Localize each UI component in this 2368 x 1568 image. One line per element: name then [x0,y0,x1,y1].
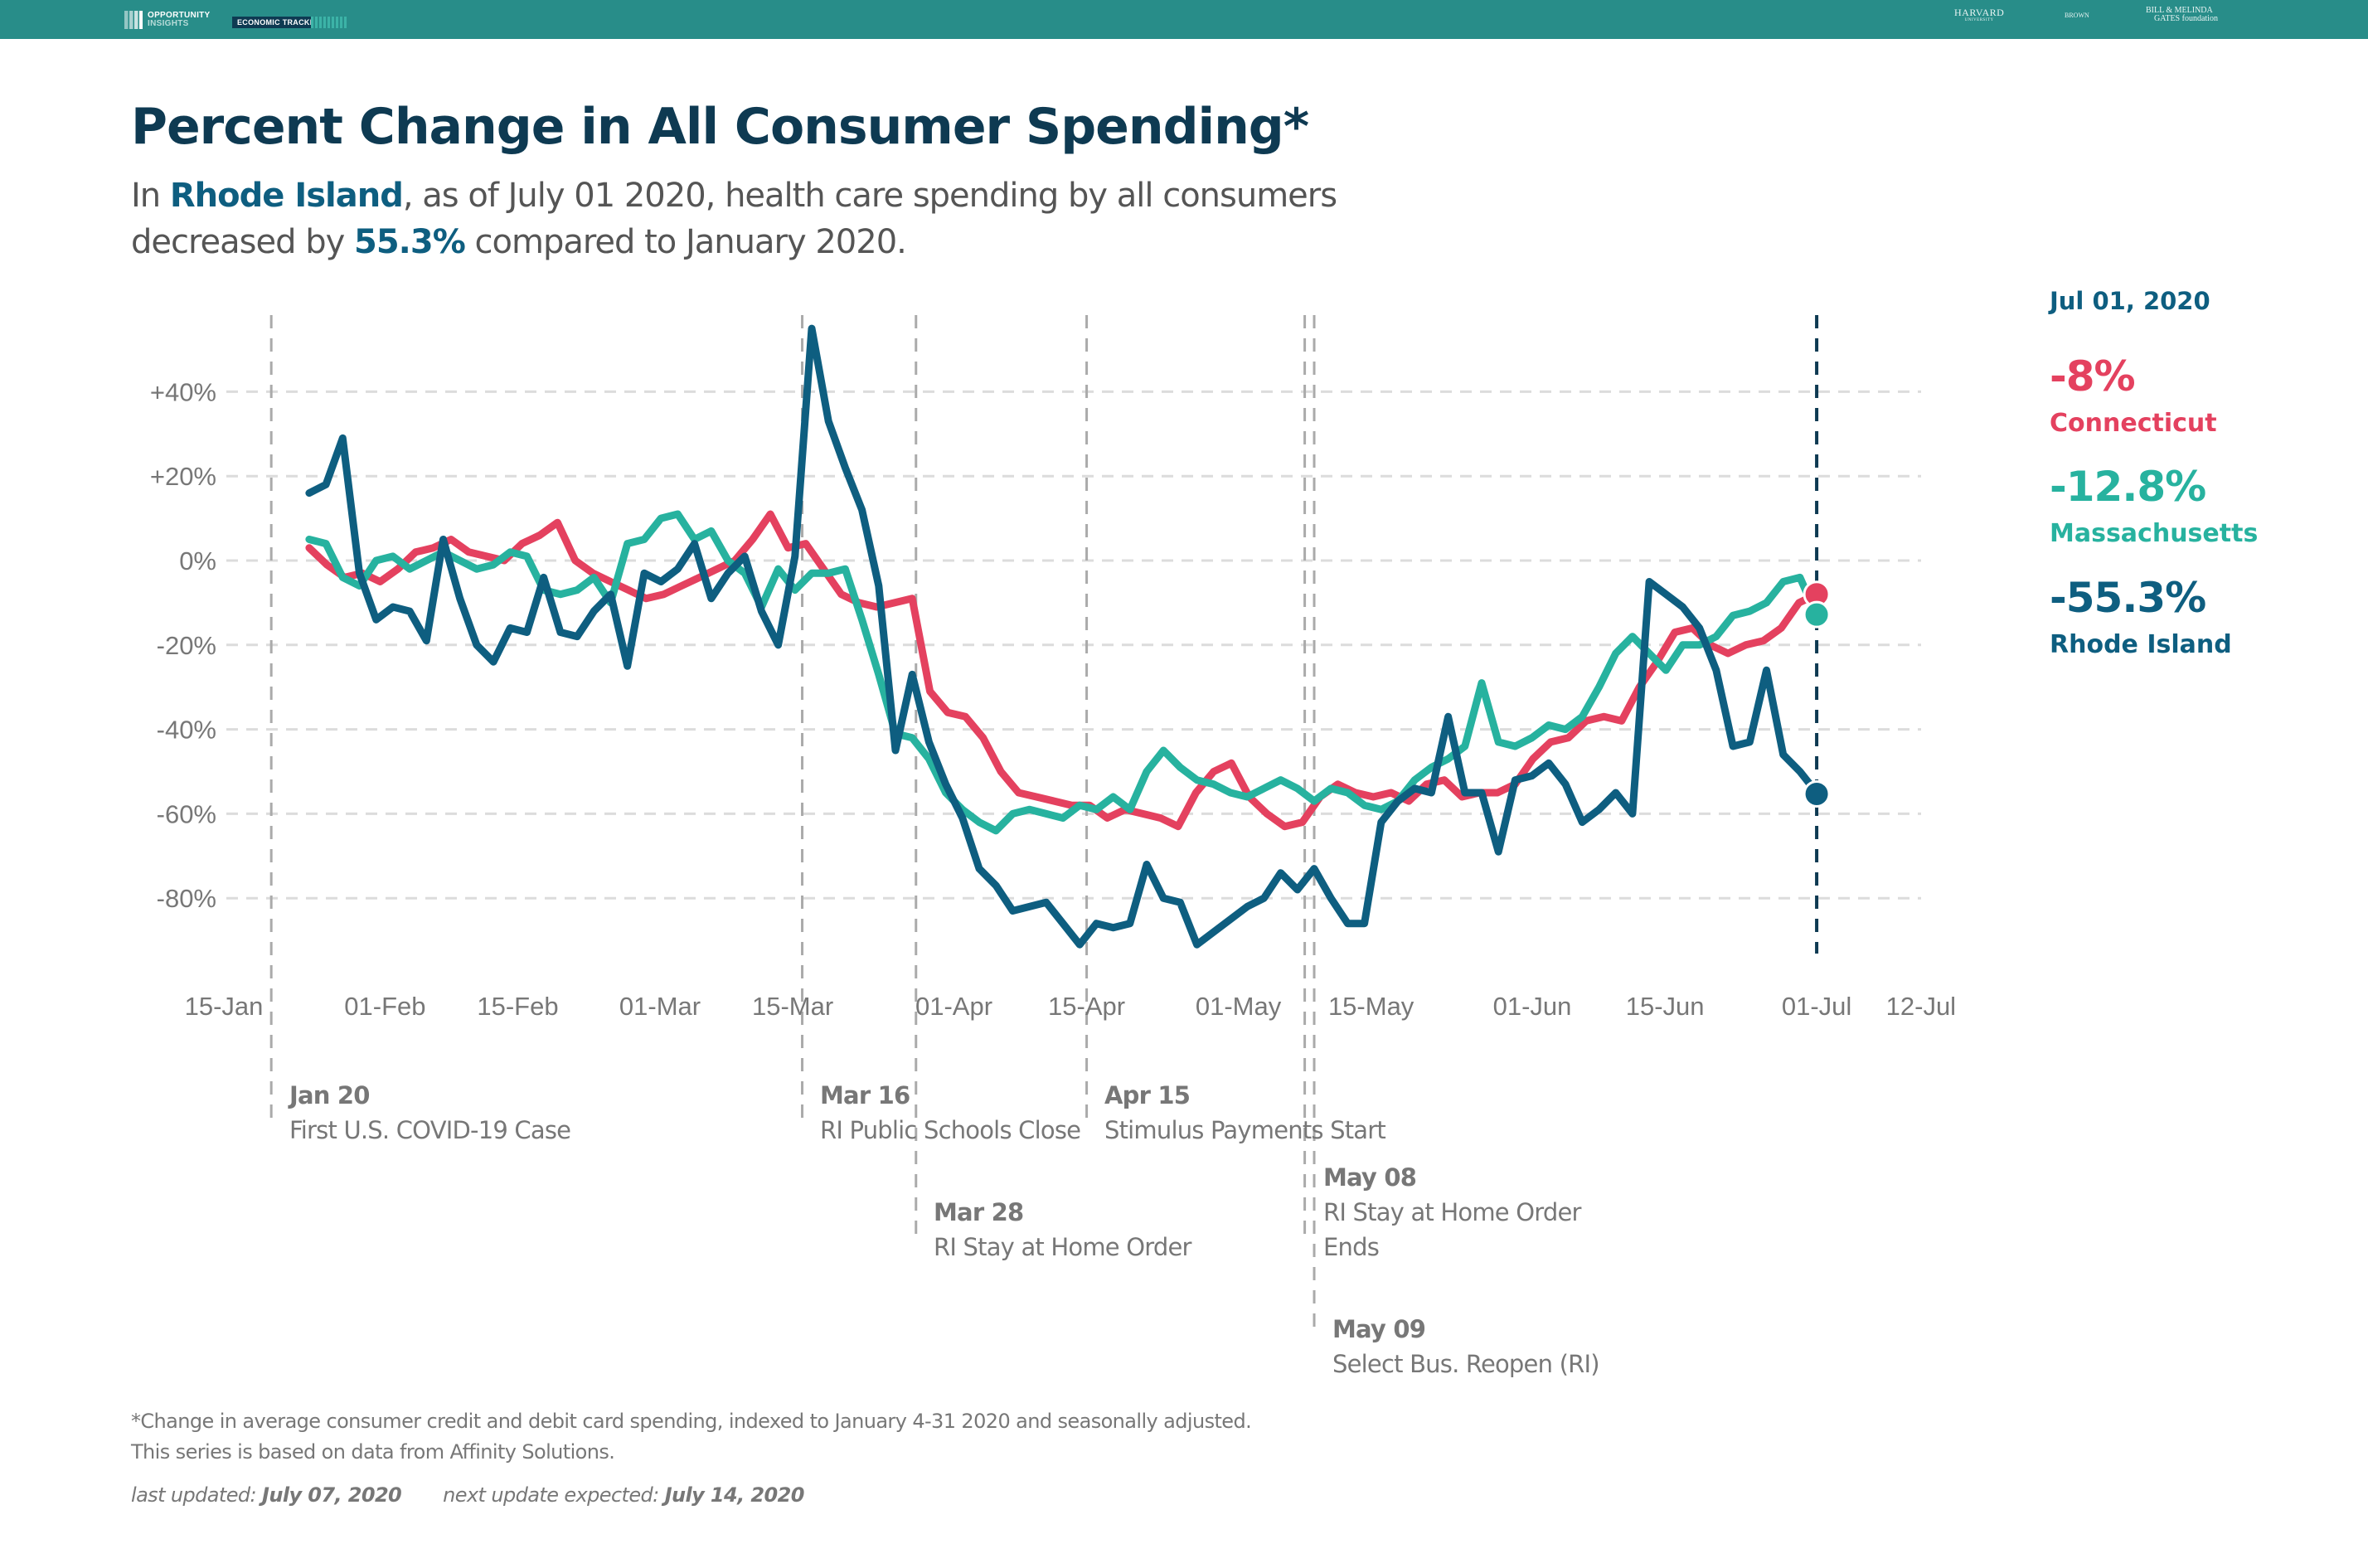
x-tick-label: 01-May [1196,992,1282,1021]
x-tick-label: 15-Jun [1626,992,1705,1021]
end-markers [1803,580,1831,808]
annotation-may09: May 09 Select Bus. Reopen (RI) [1332,1315,1600,1378]
series-line-massachusetts [305,510,1821,835]
chart-subtitle: In Rhode Island, as of July 01 2020, hea… [131,177,1337,261]
top-banner: OPPORTUNITY INSIGHTS ECONOMIC TRACKER HA… [0,0,2368,39]
series-line-rhode-island [305,324,1821,949]
y-tick-label: -60% [157,799,216,828]
end-marker-rhode-island [1803,779,1831,808]
y-tick-label: -40% [157,716,216,745]
event-lines [269,315,1819,1327]
subtitle-state: Rhode Island [169,177,404,215]
y-tick-label: +20% [150,462,216,491]
annotation-may08: May 08 RI Stay at Home Order Ends [1323,1163,1581,1261]
x-tick-label: 15-Apr [1048,992,1125,1021]
update-info: last updated: July 07, 2020 next update e… [131,1483,804,1507]
logo-line2: INSIGHTS [148,19,189,28]
y-tick-label: -80% [157,884,216,913]
footnote-line1: *Change in average consumer credit and d… [131,1410,1252,1433]
y-axis: +40% +20% 0% -20% -40% -60% -80% [150,377,216,913]
annotation-mar28: Mar 28 RI Stay at Home Order [934,1198,1191,1261]
annotation-mar16: Mar 16 RI Public Schools Close [820,1081,1081,1144]
chart-title: Percent Change in All Consumer Spending* [131,98,1309,156]
side-value-rhode-island: -55.3% [2050,574,2206,622]
brown-logo: BROWN [2065,12,2089,19]
subtitle-value: 55.3% [354,223,466,261]
x-tick-label: 01-Jun [1493,992,1572,1021]
tracker-stripes-decoration [311,17,348,28]
x-tick-label: 01-Jul [1782,992,1851,1021]
x-tick-label: 15-Jan [185,992,264,1021]
opportunity-insights-logo[interactable]: OPPORTUNITY INSIGHTS [124,7,211,32]
economic-tracker-badge[interactable]: ECONOMIC TRACKER [232,17,326,28]
x-axis: 15-Jan 01-Feb 15-Feb 01-Mar 15-Mar 01-Apr 15-A… [185,992,1956,1021]
annotation-apr15: Apr 15 Stimulus Payments Start [1104,1081,1386,1144]
x-tick-label: 01-Apr [915,992,992,1021]
x-tick-label: 12-Jul [1886,992,1956,1021]
x-tick-label: 01-Mar [619,992,701,1021]
side-label-rhode-island: Rhode Island [2050,630,2232,659]
x-tick-label: 15-May [1328,992,1414,1021]
harvard-logo: HARVARD UNIVERSITY [1954,7,2005,22]
x-tick-label: 15-Feb [477,992,558,1021]
footnote-line2: This series is based on data from Affini… [131,1440,615,1464]
y-tick-label: -20% [157,631,216,660]
series-line-connecticut [305,510,1821,831]
x-tick-label: 01-Feb [344,992,425,1021]
x-tick-label: 15-Mar [752,992,833,1021]
side-label-massachusetts: Massachusetts [2050,519,2259,548]
side-value-connecticut: -8% [2050,352,2136,400]
bar-chart-logo-icon [124,11,143,29]
side-value-massachusetts: -12.8% [2050,463,2206,511]
end-marker-massachusetts [1803,600,1831,629]
series-lines [305,324,1821,949]
logo-line1: OPPORTUNITY [148,11,211,20]
gates-foundation-logo: BILL & MELINDA GATES foundation [2146,6,2218,23]
y-tick-label: 0% [179,546,216,575]
side-panel-date: Jul 01, 2020 [2050,287,2210,315]
annotation-jan20: Jan 20 First U.S. COVID-19 Case [289,1081,571,1144]
side-label-connecticut: Connecticut [2050,409,2217,438]
y-tick-label: +40% [150,377,216,406]
